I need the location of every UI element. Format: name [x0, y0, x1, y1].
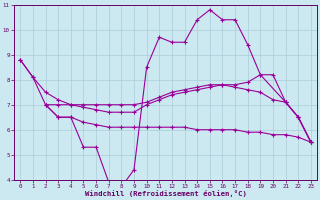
- X-axis label: Windchill (Refroidissement éolien,°C): Windchill (Refroidissement éolien,°C): [85, 190, 246, 197]
